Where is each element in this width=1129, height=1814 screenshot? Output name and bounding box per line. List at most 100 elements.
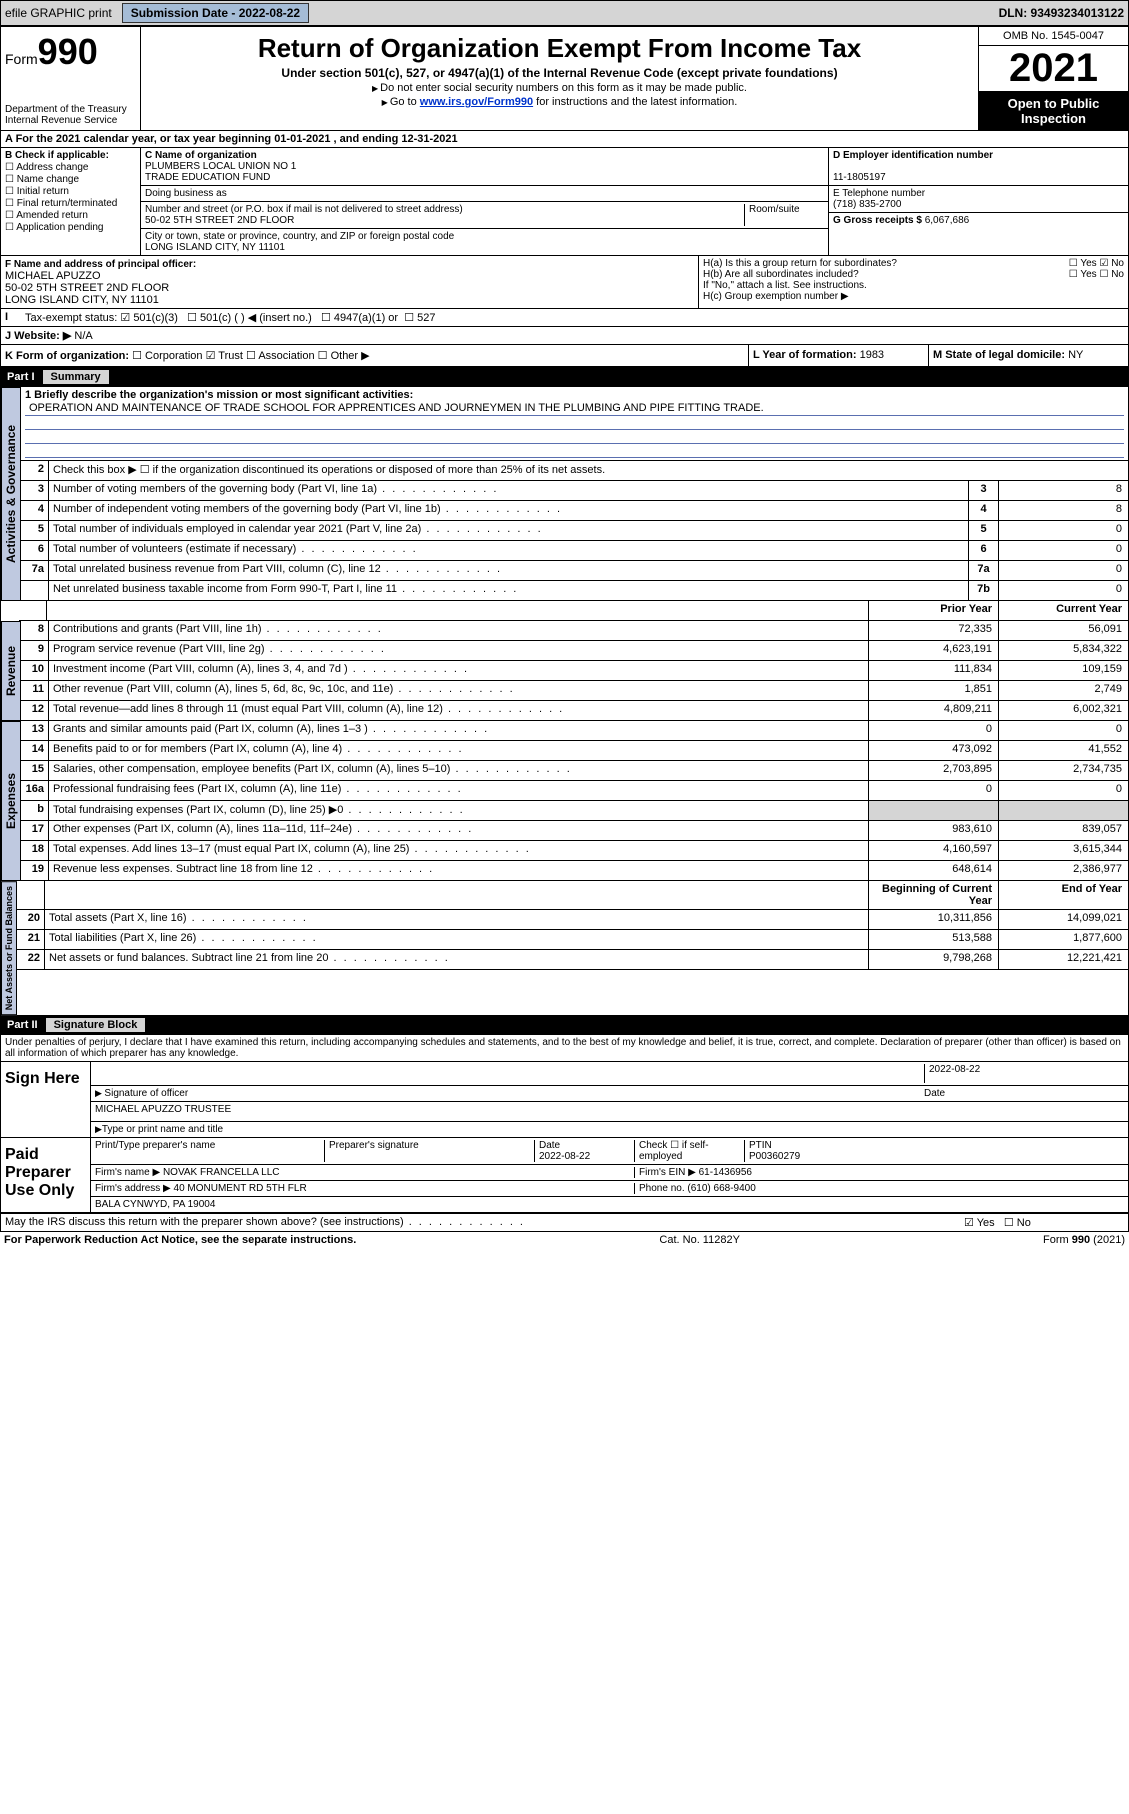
section-g: G Gross receipts $ 6,067,686	[829, 213, 1128, 228]
table-row: 7aTotal unrelated business revenue from …	[21, 561, 1128, 581]
part2-header: Part II Signature Block	[0, 1015, 1129, 1035]
section-f-h-row: F Name and address of principal officer:…	[0, 256, 1129, 309]
mission-text: OPERATION AND MAINTENANCE OF TRADE SCHOO…	[25, 401, 1124, 416]
chk-527[interactable]	[404, 312, 417, 324]
dln-label: DLN: 93493234013122	[999, 6, 1124, 20]
form-ref: Form 990 (2021)	[1043, 1234, 1125, 1246]
section-a: A For the 2021 calendar year, or tax yea…	[1, 131, 462, 147]
table-row: 17Other expenses (Part IX, column (A), l…	[21, 821, 1128, 841]
firm-phone: (610) 668-9400	[687, 1183, 755, 1194]
tax-year: 2021	[979, 46, 1128, 92]
table-row: 12Total revenue—add lines 8 through 11 (…	[21, 701, 1128, 721]
dept-treasury: Department of the Treasury Internal Reve…	[5, 104, 136, 126]
discuss-row: May the IRS discuss this return with the…	[0, 1214, 1129, 1232]
section-h: H(a) Is this a group return for subordin…	[698, 256, 1128, 308]
chk-501c[interactable]	[187, 312, 200, 324]
table-row: 13Grants and similar amounts paid (Part …	[21, 721, 1128, 741]
chk-assoc[interactable]	[246, 350, 258, 362]
pra-notice: For Paperwork Reduction Act Notice, see …	[4, 1234, 356, 1246]
chk-501c3[interactable]	[120, 312, 133, 324]
begin-year-hdr: Beginning of Current Year	[868, 881, 998, 909]
prep-selfemp[interactable]: Check ☐ if self-employed	[635, 1140, 745, 1162]
current-year-hdr: Current Year	[998, 601, 1128, 620]
officer-lbl: Type or print name and title	[102, 1124, 223, 1135]
chk-initial-return[interactable]: Initial return	[5, 186, 136, 197]
firm-name: NOVAK FRANCELLA LLC	[163, 1167, 280, 1178]
chk-other[interactable]	[318, 350, 331, 362]
side-netassets: Net Assets or Fund Balances	[1, 881, 17, 1015]
part1-governance: Activities & Governance 1 Briefly descri…	[0, 387, 1129, 601]
section-klm-row: K Form of organization: Corporation Trus…	[0, 345, 1129, 367]
form-title: Return of Organization Exempt From Incom…	[151, 33, 968, 64]
paid-preparer-row: Paid Preparer Use Only Print/Type prepar…	[1, 1138, 1128, 1213]
table-row: bTotal fundraising expenses (Part IX, co…	[21, 801, 1128, 821]
prior-year-hdr: Prior Year	[868, 601, 998, 620]
table-row: 16aProfessional fundraising fees (Part I…	[21, 781, 1128, 801]
omb-number: OMB No. 1545-0047	[979, 27, 1128, 46]
table-row: 22Net assets or fund balances. Subtract …	[17, 950, 1128, 970]
chk-amended-return[interactable]: Amended return	[5, 210, 136, 221]
ha-yes[interactable]	[1069, 258, 1081, 269]
submission-date-button[interactable]: Submission Date - 2022-08-22	[122, 3, 309, 23]
section-b-title: B Check if applicable:	[5, 150, 136, 161]
side-activities: Activities & Governance	[1, 387, 21, 601]
table-row: 18Total expenses. Add lines 13–17 (must …	[21, 841, 1128, 861]
prep-date: 2022-08-22	[539, 1151, 590, 1162]
hb-yes[interactable]	[1069, 269, 1081, 280]
chk-4947[interactable]	[321, 312, 334, 324]
col-header-be: Net Assets or Fund Balances Beginning of…	[0, 881, 1129, 1015]
officer-name: MICHAEL APUZZO TRUSTEE	[95, 1104, 1124, 1119]
hb-no[interactable]	[1099, 269, 1111, 280]
prep-sig-hdr: Preparer's signature	[325, 1140, 535, 1162]
table-row: 6Total number of volunteers (estimate if…	[21, 541, 1128, 561]
irs-link[interactable]: www.irs.gov/Form990	[420, 96, 533, 108]
table-row: 5Total number of individuals employed in…	[21, 521, 1128, 541]
section-i-row: I Tax-exempt status: 501(c)(3) 501(c) ( …	[0, 309, 1129, 327]
form-header: Form990 Department of the Treasury Inter…	[0, 26, 1129, 131]
section-c-city: City or town, state or province, country…	[141, 229, 828, 255]
line1-label: 1 Briefly describe the organization's mi…	[25, 389, 1124, 401]
table-row: 11Other revenue (Part VIII, column (A), …	[21, 681, 1128, 701]
open-inspection: Open to Public Inspection	[979, 92, 1128, 130]
chk-name-change[interactable]: Name change	[5, 174, 136, 185]
chk-trust[interactable]	[206, 350, 219, 362]
table-row: 8Contributions and grants (Part VIII, li…	[21, 621, 1128, 641]
discuss-yes[interactable]	[964, 1217, 977, 1229]
prep-name-hdr: Print/Type preparer's name	[95, 1140, 325, 1162]
side-revenue: Revenue	[1, 621, 21, 721]
discuss-no[interactable]	[1004, 1217, 1017, 1229]
section-j-row: J Website: ▶ N/A	[0, 327, 1129, 345]
paid-preparer-label: Paid Preparer Use Only	[1, 1138, 91, 1212]
part2-declaration: Under penalties of perjury, I declare th…	[0, 1035, 1129, 1062]
chk-address-change[interactable]: Address change	[5, 162, 136, 173]
part1-revenue: Revenue 8Contributions and grants (Part …	[0, 621, 1129, 721]
ha-no[interactable]	[1099, 258, 1111, 269]
efile-label: efile GRAPHIC print	[5, 6, 112, 20]
sig-officer-lbl: Signature of officer	[104, 1088, 188, 1099]
col-header-pc: b Prior Year Current Year	[0, 601, 1129, 621]
firm-ein: 61-1436956	[699, 1167, 752, 1178]
chk-final-return[interactable]: Final return/terminated	[5, 198, 136, 209]
section-d: D Employer identification number 11-1805…	[829, 148, 1128, 186]
table-row: 21Total liabilities (Part X, line 26)513…	[17, 930, 1128, 950]
form-number: Form990	[5, 31, 136, 73]
cat-no: Cat. No. 11282Y	[659, 1234, 740, 1246]
table-row: 9Program service revenue (Part VIII, lin…	[21, 641, 1128, 661]
firm-addr1: 40 MONUMENT RD 5TH FLR	[174, 1183, 307, 1194]
part1-header: Part I Summary	[0, 367, 1129, 387]
table-row: 10Investment income (Part VIII, column (…	[21, 661, 1128, 681]
section-c-name: C Name of organization PLUMBERS LOCAL UN…	[141, 148, 828, 186]
table-row: Net unrelated business taxable income fr…	[21, 581, 1128, 601]
line2: Check this box ▶ ☐ if the organization d…	[49, 461, 1128, 480]
table-row: 15Salaries, other compensation, employee…	[21, 761, 1128, 781]
section-b: B Check if applicable: Address change Na…	[1, 148, 141, 255]
sign-here-row: Sign Here 2022-08-22 Signature of office…	[1, 1062, 1128, 1138]
section-c-addr: Number and street (or P.O. box if mail i…	[141, 202, 828, 229]
chk-corp[interactable]	[132, 350, 145, 362]
section-b-through-g: B Check if applicable: Address change Na…	[0, 148, 1129, 256]
section-l: L Year of formation: 1983	[748, 345, 928, 366]
chk-application-pending[interactable]: Application pending	[5, 222, 136, 233]
page-footer: For Paperwork Reduction Act Notice, see …	[0, 1232, 1129, 1248]
table-row: 4Number of independent voting members of…	[21, 501, 1128, 521]
part1-expenses: Expenses 13Grants and similar amounts pa…	[0, 721, 1129, 881]
